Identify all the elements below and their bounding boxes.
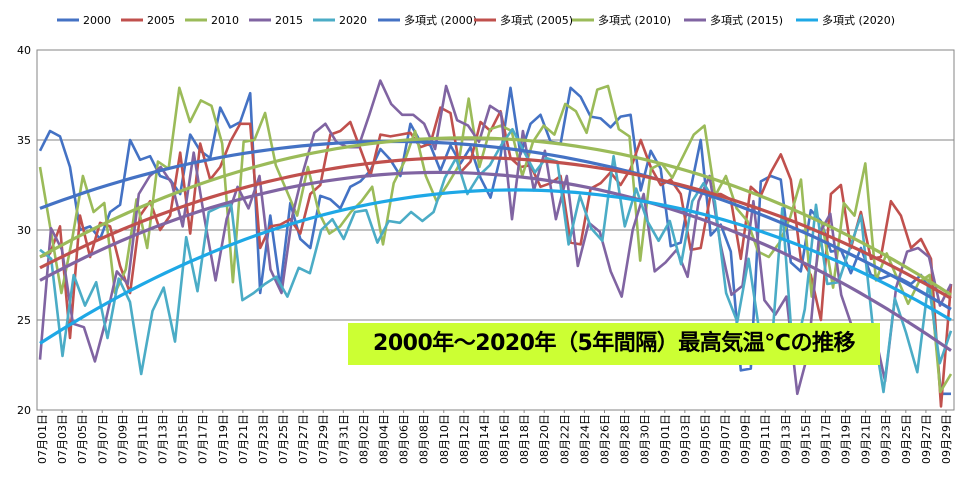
x-tick-label: 08月24日 [578,414,591,464]
legend-label: 2005 [147,14,175,27]
trend-line-多項式 (2015) [39,170,952,352]
legend-label: 2000 [83,14,111,27]
y-tick-label: 30 [17,224,31,237]
legend-label: 多項式 (2020) [822,13,895,27]
x-tick-label: 09月29日 [940,414,953,464]
x-tick-label: 07月21日 [237,414,250,464]
x-tick-label: 09月23日 [880,414,893,464]
y-tick-label: 25 [17,314,31,327]
x-tick-label: 09月11日 [759,414,772,464]
x-tick-label: 07月05日 [76,414,89,464]
x-tick-label: 08月22日 [558,414,571,464]
y-axis: 20 25 30 35 40 [17,44,31,417]
x-tick-label: 07月15日 [177,414,190,464]
x-tick-label: 09月07日 [719,414,732,464]
legend-label: 2020 [339,14,367,27]
x-tick-label: 08月02日 [357,414,370,464]
x-tick-label: 08月20日 [538,414,551,464]
x-tick-label: 08月26日 [598,414,611,464]
x-tick-label: 08月12日 [458,414,471,464]
x-tick-label: 09月01日 [659,414,672,464]
x-tick-label: 07月27日 [297,414,310,464]
y-tick-label: 35 [17,134,31,147]
legend-label: 2015 [275,14,303,27]
x-tick-label: 09月05日 [699,414,712,464]
x-tick-label: 08月30日 [639,414,652,464]
x-tick-label: 08月06日 [398,414,411,464]
x-tick-label: 09月17日 [819,414,832,464]
y-tick-label: 20 [17,404,31,417]
x-tick-label: 09月09日 [739,414,752,464]
x-tick-label: 08月10日 [438,414,451,464]
x-tick-label: 07月19日 [217,414,230,464]
legend-label: 多項式 (2010) [598,13,671,27]
x-tick-label: 09月19日 [840,414,853,464]
x-tick-label: 08月18日 [518,414,531,464]
x-tick-label: 08月28日 [619,414,632,464]
series-line-2010 [38,84,953,394]
x-tick-label: 07月03日 [56,414,69,464]
x-tick-label: 09月13日 [779,414,792,464]
x-tick-label: 08月08日 [418,414,431,464]
x-tick-label: 07月29日 [317,414,330,464]
legend-label: 多項式 (2005) [500,13,573,27]
x-tick-label: 07月25日 [277,414,290,464]
x-tick-label: 07月31日 [337,414,350,464]
x-tick-label: 07月07日 [96,414,109,464]
x-tick-label: 07月11日 [136,414,149,464]
y-tick-label: 40 [17,44,31,57]
chart-title-box [348,323,880,365]
trend-line-多項式 (2005) [39,155,952,300]
plot-area-border [36,49,955,411]
legend-label: 多項式 (2015) [710,13,783,27]
x-tick-label: 07月09日 [116,414,129,464]
legend: 2000 2005 2010 2015 2020 多項式 (2000) 多項式 (2005)… [57,13,895,27]
x-tick-label: 07月13日 [157,414,170,464]
x-tick-label: 08月04日 [378,414,391,464]
legend-label: 2010 [211,14,239,27]
x-tick-label: 09月25日 [900,414,913,464]
x-tick-label: 07月01日 [36,414,49,464]
trend-lines [39,136,952,352]
legend-label: 多項式 (2000) [404,13,477,27]
x-tick-label: 07月23日 [257,414,270,464]
chart-title: 2000年～2020年（5年間隔）最高気温℃の推移 [373,331,855,356]
x-tick-label: 07月17日 [197,414,210,464]
trend-line-多項式 (2000) [39,139,952,311]
trend-line-多項式 (2010) [39,136,952,297]
x-tick-label: 09月15日 [799,414,812,464]
x-tick-label: 08月16日 [498,414,511,464]
series-line-2015 [38,79,953,396]
x-tick-label: 08月14日 [478,414,491,464]
x-tick-label: 09月27日 [920,414,933,464]
series-line-2000 [38,86,951,396]
x-tick-label: 09月21日 [860,414,873,464]
x-axis: 07月01日 07月03日 07月05日 07月07日 07月09日 07月11日 07月1… [36,410,953,464]
x-tick-label: 09月03日 [679,414,692,464]
trend-line-多項式 (2020) [39,188,952,345]
